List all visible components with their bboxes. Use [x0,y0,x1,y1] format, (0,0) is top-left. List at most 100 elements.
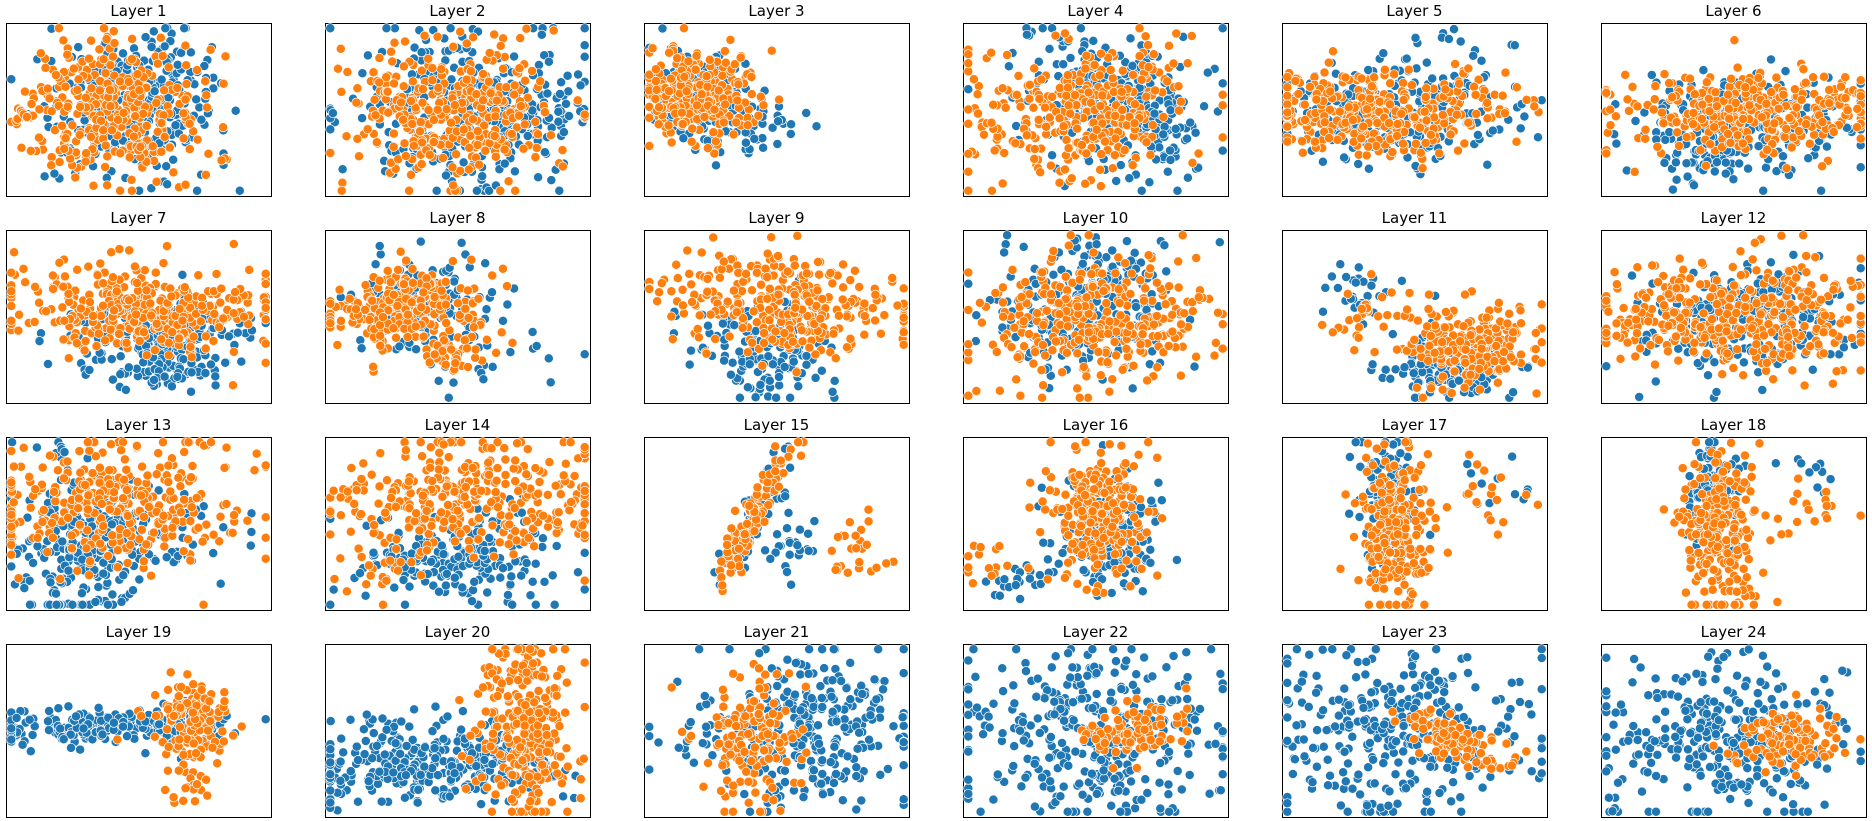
scatter-point [1366,81,1377,92]
scatter-point [530,116,541,127]
scatter-point [679,71,690,82]
scatter-point [230,287,241,298]
scatter-point [42,83,53,94]
scatter-point [6,267,17,278]
scatter-point [495,40,506,51]
scatter-point [191,94,202,105]
scatter-point [1089,60,1100,70]
scatter-point [501,82,512,93]
scatter-point [572,95,583,106]
scatter-point [1781,163,1792,174]
scatter-point [223,331,234,342]
scatter-point [388,141,399,152]
scatter-point [195,316,206,327]
scatter-point [1076,140,1087,150]
scatter-point [543,56,554,67]
scatter-point [179,282,190,293]
scatter-point [1081,148,1092,159]
scatter-point [1003,61,1014,72]
scatter-point [719,355,730,366]
scatter-point [1100,136,1111,147]
scatter-point [185,341,196,352]
scatter-point [351,304,361,315]
scatter-point [124,152,135,163]
scatter-point [177,315,188,326]
scatter-point [134,336,145,346]
scatter-point [758,100,769,111]
scatter-point [1353,159,1364,169]
scatter-point [1738,114,1749,124]
scatter-point [178,108,189,119]
scatter-point [989,145,1000,156]
scatter-point [185,47,196,58]
scatter-point [389,23,400,34]
scatter-point [1363,65,1374,75]
scatter-point [368,361,379,372]
scatter-point [1036,74,1047,85]
scatter-point [109,38,120,49]
scatter-point [1509,40,1520,51]
scatter-point [546,175,557,186]
scatter-point [1334,106,1345,117]
scatter-point [151,318,162,329]
scatter-point [220,51,231,62]
scatter-point [1689,89,1700,100]
scatter-point [157,51,168,61]
scatter-point [1013,70,1024,81]
scatter-point [1372,118,1383,128]
scatter-point [355,335,366,346]
scatter-point [1688,119,1699,130]
scatter-point [130,111,141,122]
scatter-point [470,352,481,363]
scatter-point [74,129,85,140]
scatter-point [196,300,207,311]
scatter-point [162,179,173,190]
scatter-point [68,63,79,74]
scatter-point [489,29,500,40]
scatter-point [1624,105,1634,116]
scatter-point [1029,144,1040,154]
scatter-point [196,114,207,125]
scatter-point [518,143,529,154]
scatter-point [1332,134,1343,145]
scatter-point [1703,93,1714,104]
scatter-panel: Layer 3 [644,2,910,197]
scatter-point [1403,64,1414,75]
scatter-point [520,75,531,86]
scatter-point [1396,108,1407,119]
scatter-point [202,102,213,113]
scatter-point [325,318,336,329]
scatter-point [507,337,518,348]
scatter-point [1130,99,1140,110]
scatter-point [374,275,385,286]
scatter-point [34,132,44,143]
scatter-point [650,93,661,104]
scatter-point [391,332,401,343]
scatter-point [200,331,211,342]
scatter-point [963,84,974,95]
scatter-point [409,42,420,53]
scatter-point [663,120,674,131]
scatter-point [424,357,435,368]
scatter-point [1217,89,1228,100]
scatter-point [383,107,394,118]
scatter-point [1670,157,1681,168]
scatter-point [98,125,109,136]
scatter-point [1217,78,1228,89]
scatter-point [6,74,17,85]
scatter-point [1173,105,1184,116]
scatter-point [105,101,116,112]
scatter-point [260,357,271,368]
scatter-point [997,83,1008,94]
scatter-point [1282,107,1293,118]
scatter-point [118,48,128,59]
scatter-point [145,298,156,309]
scatter-point [510,185,521,196]
scatter-point [767,122,778,133]
scatter-point [176,47,187,58]
scatter-point [755,91,766,102]
scatter-point [746,72,757,82]
scatter-point [481,304,492,315]
scatter-point [354,151,364,162]
scatter-point [1136,74,1147,85]
